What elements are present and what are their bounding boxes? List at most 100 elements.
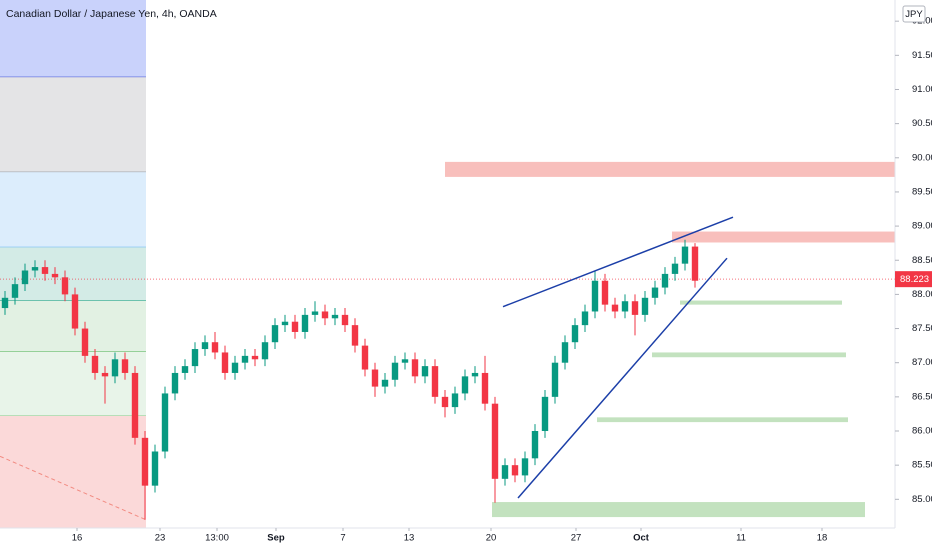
candle-body [111, 359, 119, 377]
candle-body [421, 366, 429, 377]
candle-body [591, 280, 599, 312]
candle-body [191, 349, 199, 367]
fib-band [0, 172, 146, 248]
x-tick-label: 13 [404, 533, 415, 544]
candle-body [361, 345, 369, 370]
fib-band [0, 415, 146, 528]
y-tick-label: 90.500 [912, 118, 932, 129]
zone [680, 300, 842, 305]
candle-body [431, 366, 439, 397]
candle-body [11, 284, 19, 298]
candle-body [521, 458, 529, 476]
candle-body [211, 342, 219, 353]
candle-body [601, 280, 609, 305]
candle-body [661, 273, 669, 288]
x-tick-label: 11 [736, 533, 746, 544]
candle-body [471, 372, 479, 377]
candle-body [71, 294, 79, 329]
candle-body [441, 396, 449, 408]
y-tick-label: 85.500 [912, 460, 932, 471]
candle-body [391, 362, 399, 380]
candle-body [321, 311, 329, 319]
chart-title: Canadian Dollar / Japanese Yen, 4h, OAND… [6, 8, 217, 20]
y-tick-label: 89.500 [912, 186, 932, 197]
candle-body [411, 359, 419, 377]
candle-body [1, 297, 9, 309]
candle-body [341, 314, 349, 326]
candle-body [381, 379, 389, 387]
candle-body [41, 267, 49, 274]
x-tick-label: 27 [571, 533, 582, 544]
candle-body [461, 376, 469, 394]
zone [597, 417, 848, 423]
fib-band [0, 77, 146, 173]
y-tick-label: 86.000 [912, 426, 932, 437]
zone [672, 231, 895, 243]
candle-body [651, 287, 659, 298]
candle-body [501, 465, 509, 479]
y-tick-label: 88.500 [912, 255, 932, 266]
candle-body [151, 451, 159, 486]
fib-band [0, 351, 146, 416]
drawings-back [0, 0, 895, 529]
last-price-label: 88.223 [900, 274, 929, 285]
currency-box[interactable] [902, 5, 926, 23]
candle-body [331, 314, 339, 319]
y-tick-label: 91.000 [912, 84, 932, 95]
fib-trend-line [0, 455, 147, 521]
drawings-front [502, 216, 734, 499]
candle-body [101, 372, 109, 377]
candle-body [201, 342, 209, 350]
candle-body [531, 431, 539, 459]
y-tick-label: 85.000 [912, 494, 932, 505]
zone [445, 161, 895, 177]
x-tick-label: 16 [72, 533, 83, 544]
candle-body [511, 465, 519, 476]
trendline [517, 257, 728, 499]
candle-body [581, 311, 589, 326]
x-tick-label: Sep [267, 533, 285, 544]
candle-body [51, 273, 59, 278]
candles [1, 239, 699, 520]
candle-body [621, 301, 629, 312]
x-tick-label: 7 [340, 533, 345, 544]
candle-body [491, 403, 499, 479]
candle-body [241, 355, 249, 363]
candle-body [611, 304, 619, 312]
y-tick-label: 88.000 [912, 289, 932, 300]
currency-label[interactable]: JPY [905, 9, 923, 20]
candle-body [31, 267, 39, 271]
candle-body [171, 372, 179, 394]
candle-body [131, 372, 139, 438]
candle-body [261, 342, 269, 360]
candle-body [291, 321, 299, 332]
fib-band [0, 0, 146, 78]
zone [492, 502, 865, 518]
candle-body [571, 325, 579, 343]
x-tick-label: 23 [155, 533, 166, 544]
candle-body [81, 328, 89, 356]
candle-body [481, 372, 489, 404]
candle-body [91, 355, 99, 373]
candle-body [61, 277, 69, 295]
candle-body [681, 246, 689, 264]
axes: 85.000 85.500 86.000 86.500 87.000 87.500 88.0… [72, 16, 932, 544]
y-tick-label: 87.000 [912, 357, 932, 368]
y-tick-label: 87.500 [912, 323, 932, 334]
candle-body [351, 325, 359, 346]
candle-body [121, 359, 129, 373]
x-tick-label: Oct [633, 533, 650, 544]
x-tick-label: 20 [486, 533, 497, 544]
candle-body [21, 270, 29, 285]
candle-body [541, 396, 549, 432]
candle-body [251, 355, 259, 360]
candle-body [561, 342, 569, 363]
y-tick-label: 90.000 [912, 152, 932, 163]
x-tick-label: 13:00 [205, 533, 229, 544]
candle-body [181, 366, 189, 373]
candle-body [231, 362, 239, 373]
x-tick-label: 18 [817, 533, 828, 544]
candle-body [301, 314, 309, 332]
candle-body [401, 359, 409, 363]
